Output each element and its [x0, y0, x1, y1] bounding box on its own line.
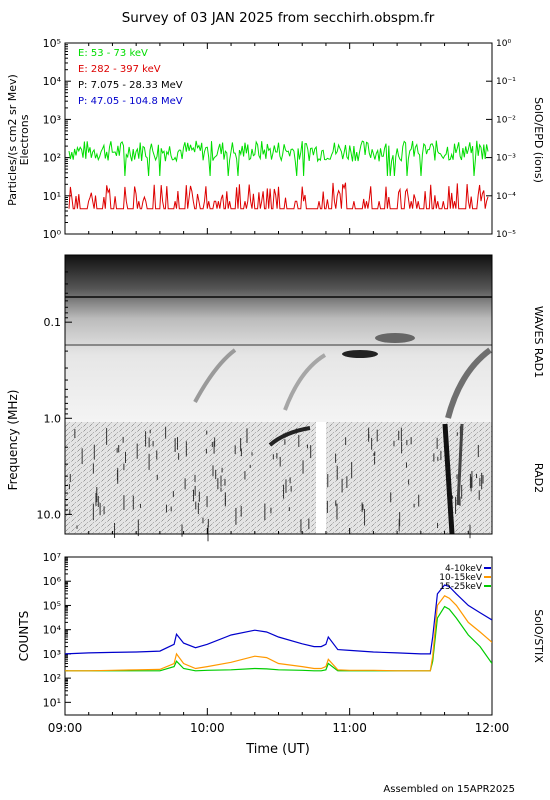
rad2-burst-strong	[442, 423, 455, 535]
epd-ytick-label: 10⁴	[43, 75, 62, 88]
epd-ytick-label: 10³	[43, 113, 61, 126]
radio-ytick-label: 10.0	[37, 508, 62, 521]
epd-y2tick-label: 10⁻⁴	[496, 192, 516, 202]
epd-right-label: SolO/EPD (ions)	[532, 97, 545, 183]
rad2-data-gap	[316, 422, 326, 534]
stix-xtick-label: 10:00	[190, 721, 225, 735]
epd-legend-entry: P: 47.05 - 104.8 MeV	[78, 96, 183, 107]
stix-right-label: SolO/STIX	[532, 609, 545, 663]
stix-ylabel: COUNTS	[17, 611, 31, 662]
stix-ytick-label: 10⁶	[43, 575, 62, 588]
epd-ylabel: Particles/(s cm2 sr Mev)	[6, 74, 19, 206]
rad1-burst-2	[283, 353, 327, 411]
epd-ytick-label: 10⁰	[43, 228, 62, 241]
figure-title: Survey of 03 JAN 2025 from secchirh.obsp…	[122, 10, 435, 26]
stix-xtick-label: 12:00	[475, 721, 510, 735]
stix-series	[65, 584, 492, 672]
epd-ytick-label: 10²	[43, 152, 61, 165]
stix-ytick-label: 10³	[43, 648, 61, 661]
stix-ytick-label: 10¹	[43, 696, 61, 709]
rad2-burst	[268, 426, 311, 447]
epd-legend: E: 53 - 73 keV E: 282 - 397 keV P: 7.075 -…	[78, 48, 183, 107]
epd-series-electrons-high	[68, 182, 489, 210]
epd-y2tick-label: 10⁻²	[496, 115, 516, 125]
rad2-features	[68, 423, 484, 542]
radio-ytick-label: 0.1	[44, 316, 62, 329]
stix-ytick-label: 10⁴	[43, 624, 62, 637]
epd-axis-ticks: 10⁰ 10¹ 10² 10³ 10⁴ 10⁵ 10⁻⁵ 10⁻⁴ 10⁻³ 10⁻² 10⁻¹ 10…	[43, 37, 517, 241]
epd-ylabel2: Electrons	[18, 114, 31, 165]
radio-ytick-label: 1.0	[44, 412, 62, 425]
footer-assembled: Assembled on 15APR2025	[383, 784, 515, 795]
radio-ylabel: Frequency (MHz)	[6, 390, 20, 491]
stix-axis-ticks: 10¹ 10² 10³ 10⁴ 10⁵ 10⁶ 10⁷ 09:00 10:00 11:00 12:0…	[43, 551, 510, 735]
stix-series-line	[65, 595, 492, 672]
epd-ytick-label: 10¹	[43, 190, 61, 203]
epd-panel: 10⁰ 10¹ 10² 10³ 10⁴ 10⁵ 10⁻⁵ 10⁻⁴ 10⁻³ 10⁻² 10⁻¹ 10…	[6, 37, 545, 241]
epd-y2tick-label: 10⁰	[496, 39, 511, 49]
rad1-burst-5	[375, 333, 415, 343]
epd-legend-entry: E: 53 - 73 keV	[78, 48, 148, 59]
stix-series-line	[65, 605, 492, 672]
rad1-right-label: WAVES RAD1	[532, 306, 545, 378]
epd-ytick-label: 10⁵	[43, 37, 61, 50]
rad1-spectrogram	[65, 255, 492, 422]
stix-series-line	[65, 584, 492, 655]
rad1-burst-1	[193, 348, 237, 403]
epd-y2tick-label: 10⁻³	[496, 154, 516, 164]
rad1-burst-3	[445, 347, 492, 419]
stix-xlabel: Time (UT)	[245, 742, 310, 757]
radio-axis-ticks: 0.1 1.0 10.0	[37, 271, 469, 534]
stix-xtick-label: 11:00	[332, 721, 367, 735]
stix-legend-entry: 15-25keV	[439, 582, 483, 592]
stix-ytick-label: 10⁵	[43, 599, 61, 612]
stix-xtick-label: 09:00	[48, 721, 83, 735]
rad2-right-label: RAD2	[532, 463, 545, 493]
epd-frame	[64, 42, 493, 235]
epd-y2tick-label: 10⁻¹	[496, 77, 516, 87]
rad1-burst-4	[342, 350, 378, 358]
stix-legend-entry: 10-15keV	[439, 573, 483, 583]
epd-legend-entry: E: 282 - 397 keV	[78, 64, 161, 75]
radio-panel: 0.1 1.0 10.0 Frequency (MHz) WAVES RAD1 RA…	[6, 254, 545, 542]
stix-panel: 10¹ 10² 10³ 10⁴ 10⁵ 10⁶ 10⁷ 09:00 10:00 11:00 12:0…	[17, 551, 545, 757]
stix-frame	[64, 556, 493, 716]
epd-y2tick-label: 10⁻⁵	[496, 230, 516, 240]
epd-series	[68, 140, 489, 210]
stix-ytick-label: 10²	[43, 672, 61, 685]
epd-series-electrons-low	[68, 140, 489, 177]
stix-ytick-label: 10⁷	[43, 551, 61, 564]
rad2-burst-faint	[456, 423, 464, 506]
epd-legend-entry: P: 7.075 - 28.33 MeV	[78, 80, 183, 91]
stix-legend-entry: 4-10keV	[445, 564, 483, 574]
